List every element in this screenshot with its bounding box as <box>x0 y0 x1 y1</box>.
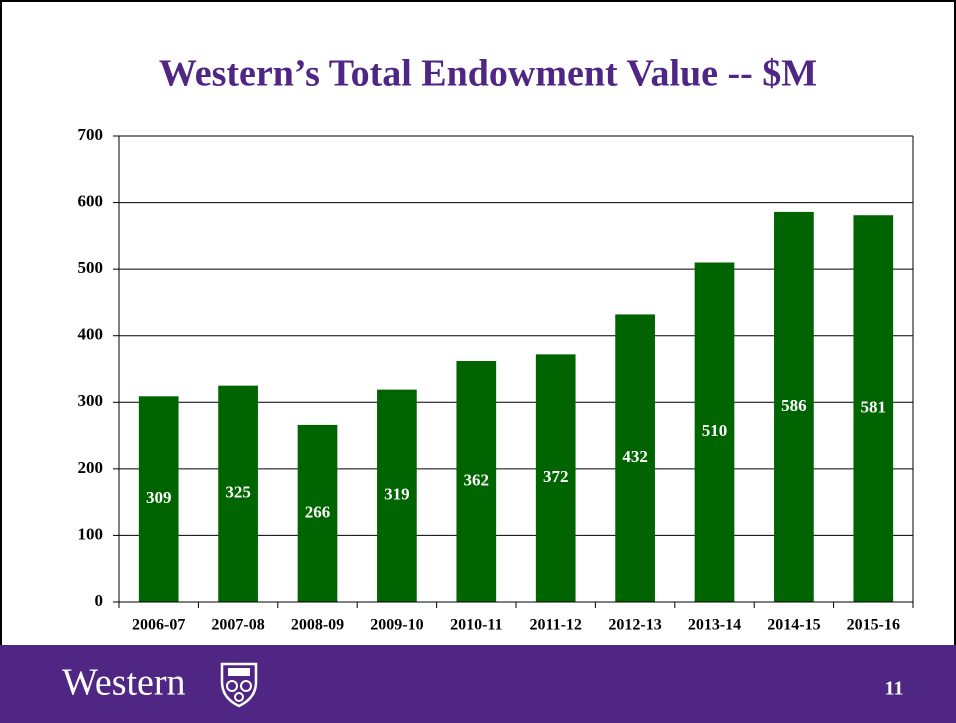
value-label: 510 <box>702 421 728 440</box>
crest <box>220 662 258 708</box>
y-tick-label: 0 <box>95 591 104 610</box>
x-tick-label: 2015-16 <box>847 617 900 634</box>
x-tick-label: 2011-12 <box>529 617 581 634</box>
value-label: 581 <box>861 398 887 417</box>
y-tick-label: 400 <box>78 325 104 344</box>
bar <box>456 361 497 602</box>
bar <box>377 389 417 602</box>
x-tick-label: 2012-13 <box>608 617 661 634</box>
bar <box>853 215 894 602</box>
page-number: 11 <box>885 678 904 700</box>
x-tick-label: 2008-09 <box>291 617 344 634</box>
value-label: 325 <box>225 483 251 502</box>
x-tick-label: 2013-14 <box>688 617 741 634</box>
bar <box>694 262 735 602</box>
y-tick-label: 700 <box>78 125 104 144</box>
x-tick-label: 2014-15 <box>767 617 820 634</box>
x-tick-label: 2006-07 <box>132 617 185 634</box>
bar <box>774 211 814 603</box>
y-tick-label: 600 <box>78 191 104 210</box>
value-label: 309 <box>146 488 172 507</box>
bar <box>297 424 338 602</box>
bar <box>615 314 655 602</box>
x-tick-label: 2009-10 <box>370 617 423 634</box>
value-label: 586 <box>781 396 807 415</box>
value-label: 362 <box>464 470 490 489</box>
x-tick-label: 2007-08 <box>211 617 264 634</box>
value-label: 432 <box>622 447 648 466</box>
x-tick-label: 2010-11 <box>450 617 502 634</box>
footer-brand: Western <box>62 662 186 704</box>
value-label: 319 <box>384 485 410 504</box>
y-tick-label: 200 <box>78 458 104 477</box>
bar <box>218 385 258 602</box>
value-label: 372 <box>543 467 569 486</box>
y-tick-label: 100 <box>78 524 104 543</box>
footer-band <box>0 645 956 723</box>
bar <box>138 396 179 602</box>
bar <box>535 354 576 602</box>
value-label: 266 <box>305 502 331 521</box>
y-tick-label: 500 <box>78 258 104 277</box>
chart-title: Western’s Total Endowment Value -- $M <box>159 53 817 95</box>
y-tick-label: 300 <box>78 391 104 410</box>
